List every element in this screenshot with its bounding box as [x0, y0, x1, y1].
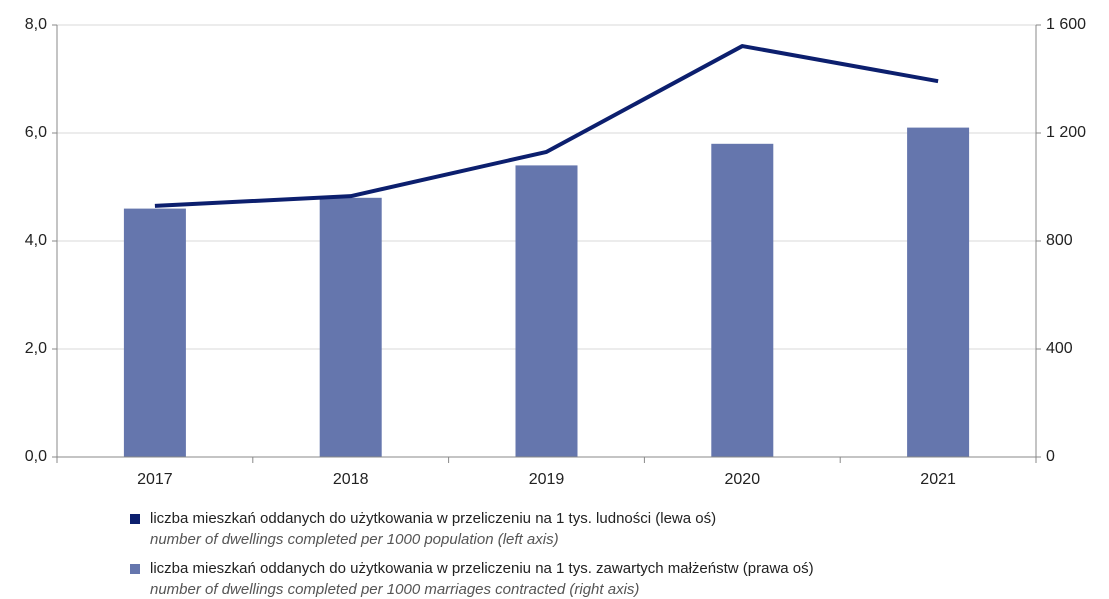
- legend-swatch: [130, 514, 140, 524]
- bar: [515, 165, 578, 457]
- line: [154, 44, 939, 208]
- legend-description: number of dwellings completed per 1000 m…: [150, 581, 639, 598]
- bar: [123, 208, 186, 457]
- legend-label: liczba mieszkań oddanych do użytkowania …: [150, 510, 716, 527]
- legend-description: number of dwellings completed per 1000 p…: [150, 531, 559, 548]
- y2-tick-label: 1 600: [1046, 16, 1086, 33]
- legend-swatch: [130, 564, 140, 574]
- x-tick-label: 2017: [137, 471, 173, 488]
- y-tick-label: 2,0: [25, 340, 47, 357]
- y2-tick-label: 400: [1046, 340, 1073, 357]
- legend-label: liczba mieszkań oddanych do użytkowania …: [150, 560, 814, 577]
- y-tick-label: 0,0: [25, 448, 47, 465]
- x-tick-label: 2019: [529, 471, 565, 488]
- bar: [907, 127, 970, 457]
- y-tick-label: 6,0: [25, 124, 47, 141]
- y-tick-label: 8,0: [25, 16, 47, 33]
- bar: [319, 197, 382, 458]
- y2-tick-label: 0: [1046, 448, 1055, 465]
- y2-tick-label: 1 200: [1046, 124, 1086, 141]
- x-tick-label: 2021: [920, 471, 956, 488]
- y2-tick-label: 800: [1046, 232, 1073, 249]
- x-tick-label: 2018: [333, 471, 369, 488]
- bar: [711, 143, 774, 458]
- x-tick-label: 2020: [725, 471, 761, 488]
- y-tick-label: 4,0: [25, 232, 47, 249]
